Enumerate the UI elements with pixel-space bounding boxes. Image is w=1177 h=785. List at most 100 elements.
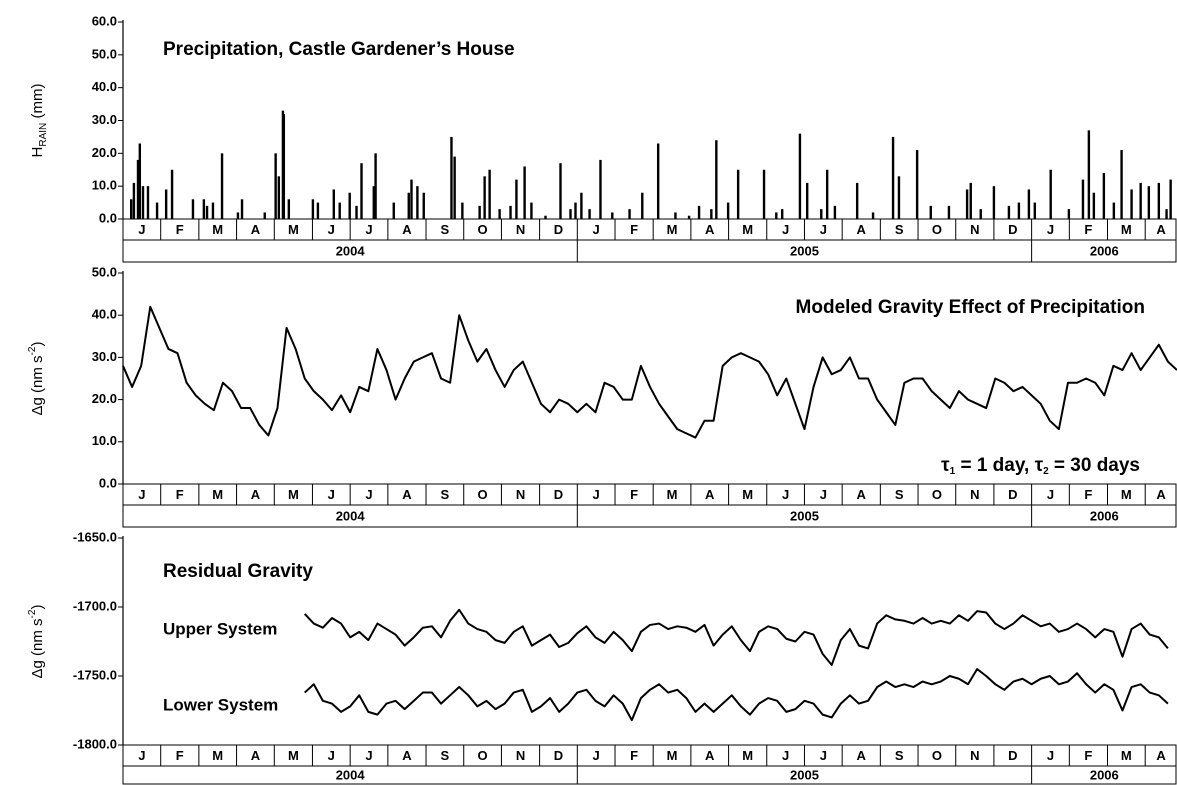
- bar: [697, 205, 701, 219]
- bar: [992, 186, 996, 219]
- bar: [641, 192, 644, 219]
- x-tick-label: J: [328, 222, 335, 237]
- x-tick-label: M: [212, 487, 223, 502]
- x-tick-label: J: [593, 222, 600, 237]
- panel-title: Precipitation, Castle Gardener’s House: [163, 39, 515, 60]
- x-tick-label: S: [895, 487, 904, 502]
- x-tick-label: F: [176, 748, 184, 763]
- bar: [274, 153, 277, 219]
- bar: [483, 176, 486, 219]
- bar: [1165, 209, 1168, 219]
- x-tick-label: A: [705, 222, 715, 237]
- x-tick-label: O: [478, 487, 488, 502]
- x-tick-label: F: [630, 222, 638, 237]
- data-line: [304, 668, 1169, 722]
- bar: [687, 215, 691, 219]
- bar: [348, 192, 351, 219]
- text-piece: Δg (nm s: [29, 618, 46, 678]
- month-band: [122, 483, 1177, 506]
- bar: [129, 199, 133, 219]
- x-tick-label: M: [667, 222, 678, 237]
- year-label: 2005: [790, 508, 819, 523]
- bar: [1067, 209, 1071, 219]
- x-tick-label: M: [1121, 748, 1132, 763]
- bar: [762, 169, 766, 219]
- bar: [897, 176, 901, 219]
- bar: [1169, 179, 1172, 219]
- bar: [1007, 205, 1011, 219]
- x-tick-label: N: [516, 487, 525, 502]
- x-tick-label: F: [1084, 748, 1092, 763]
- x-tick-label: F: [1084, 222, 1092, 237]
- bar: [726, 202, 730, 219]
- y-tick-label: 10.0: [92, 178, 117, 193]
- x-tick-label: A: [857, 487, 867, 502]
- y-tick-label: 40.0: [92, 307, 117, 322]
- bar: [710, 209, 713, 219]
- x-tick-label: A: [705, 487, 715, 502]
- bar: [1102, 173, 1106, 219]
- bar: [202, 199, 206, 219]
- text-piece: -2: [27, 609, 38, 618]
- bar: [478, 205, 481, 219]
- y-tick-label: 50.0: [92, 264, 117, 279]
- bar: [820, 209, 823, 219]
- year-label: 2005: [790, 243, 819, 258]
- bar: [674, 212, 677, 219]
- month-band: [122, 744, 1177, 767]
- x-tick-label: F: [1084, 487, 1092, 502]
- x-tick-label: F: [176, 222, 184, 237]
- x-tick-label: J: [782, 222, 789, 237]
- x-tick-label: J: [328, 748, 335, 763]
- text-piece: = 1 day, τ: [955, 455, 1043, 476]
- year-label: 2006: [1090, 767, 1119, 782]
- bar: [191, 199, 195, 219]
- x-tick-label: J: [593, 487, 600, 502]
- x-tick-label: O: [478, 748, 488, 763]
- x-tick-label: O: [932, 222, 942, 237]
- bar: [311, 199, 315, 219]
- bar: [282, 113, 286, 219]
- bar: [833, 205, 837, 219]
- x-tick-label: A: [402, 748, 412, 763]
- x-tick-label: J: [138, 222, 145, 237]
- x-tick-label: M: [667, 748, 678, 763]
- bar: [798, 133, 802, 219]
- y-tick-label: 40.0: [92, 79, 117, 94]
- x-tick-label: J: [820, 487, 827, 502]
- bar: [775, 212, 778, 219]
- x-tick-label: D: [554, 222, 563, 237]
- y-tick-label: 30.0: [92, 349, 117, 364]
- x-tick-label: S: [895, 222, 904, 237]
- bar: [715, 140, 718, 219]
- series-label: Lower System: [163, 695, 278, 714]
- year-band: [122, 765, 1177, 785]
- x-tick-label: S: [441, 748, 450, 763]
- text-piece: = 30 days: [1049, 455, 1140, 476]
- bar: [277, 176, 281, 219]
- bar: [628, 209, 631, 219]
- bar: [374, 153, 377, 219]
- x-tick-label: D: [554, 487, 563, 502]
- bar: [1092, 192, 1096, 219]
- bar: [1130, 189, 1133, 219]
- y-tick-label: 50.0: [92, 46, 117, 61]
- x-tick-label: A: [857, 222, 867, 237]
- x-tick-label: M: [212, 748, 223, 763]
- y-axis-label: Δg (nm s-2): [27, 342, 46, 416]
- bar: [979, 209, 982, 219]
- bar: [450, 136, 453, 219]
- y-axis-label: Δg (nm s-2): [27, 605, 46, 679]
- data-line: [303, 608, 1169, 666]
- x-tick-label: J: [782, 487, 789, 502]
- x-tick-label: O: [932, 487, 942, 502]
- text-piece: ): [29, 342, 46, 347]
- x-tick-label: M: [742, 748, 753, 763]
- bar: [1120, 150, 1123, 219]
- y-tick-label: 30.0: [92, 112, 117, 127]
- bar: [453, 156, 456, 219]
- text-piece: ): [29, 605, 46, 610]
- x-tick-label: J: [365, 487, 372, 502]
- x-tick-label: A: [705, 748, 715, 763]
